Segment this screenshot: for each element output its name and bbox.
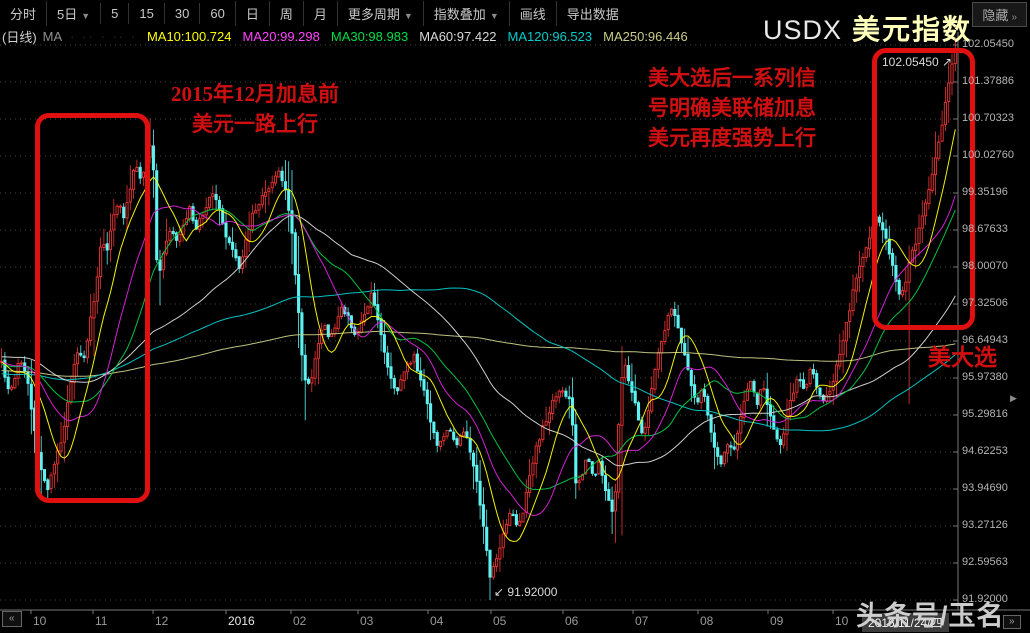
y-axis-label: 100.02760 [962, 149, 1014, 161]
toolbar-item-minute[interactable]: 分时 [10, 6, 37, 22]
x-axis-label-07: 07 [635, 614, 649, 628]
toolbar-item-60min[interactable]: 60 [199, 2, 234, 24]
y-axis-label: 98.67633 [962, 223, 1008, 235]
x-axis-label-12: 12 [155, 614, 169, 628]
x-axis-label-06: 06 [565, 614, 579, 628]
y-axis-label: 91.92000 [962, 593, 1008, 605]
x-axis-label-10: 10 [835, 614, 849, 628]
scroll-right-button[interactable]: » [1003, 615, 1021, 629]
y-axis-label: 94.62253 [962, 445, 1008, 457]
ma-word: MA [42, 29, 63, 44]
toolbar-item-15min[interactable]: 15 [128, 2, 163, 24]
chevron-down-icon: ▼ [81, 10, 91, 21]
y-axis-label: 98.00070 [962, 260, 1008, 272]
hide-panel-button[interactable]: 隐藏» [972, 2, 1027, 27]
x-axis-label-08: 08 [700, 614, 714, 628]
low-price-callout: ↙ 91.92000 [494, 585, 558, 599]
ma10-legend: MA10:100.724 [146, 29, 232, 44]
chart-title: USDX 美元指数 [763, 8, 972, 48]
y-axis-label: 100.70323 [962, 112, 1014, 124]
y-axis-label: 92.59563 [962, 556, 1008, 568]
x-axis-label-03: 03 [360, 614, 374, 628]
hide-panel-label: 隐藏 [982, 8, 1009, 23]
toolbar-item-more-periods[interactable]: 更多周期 ▼ [336, 0, 423, 26]
ma30-legend: MA30:98.983 [330, 29, 409, 44]
toolbar-item-week[interactable]: 周 [268, 0, 303, 26]
watermark: 头条号/玉名 [856, 601, 1005, 631]
toolbar-item-5day[interactable]: 5日 ▼ [46, 0, 100, 26]
annotation-rect-2015-rally [35, 113, 150, 503]
toolbar-item-export-data[interactable]: 导出数据 [555, 0, 629, 26]
toolbar-item-draw-line[interactable]: 画线 [508, 0, 556, 26]
y-axis-label: 96.64943 [962, 334, 1008, 346]
x-axis-label-04: 04 [430, 614, 444, 628]
double-arrow-right-icon: » [1011, 12, 1017, 23]
ma120-legend: MA120:96.523 [507, 29, 593, 44]
ma-legend-entries: MA10:100.724 MA20:99.298 MA30:98.983 MA60:9… [147, 29, 699, 44]
symbol-name: 美元指数 [852, 14, 973, 45]
ma-dim-values: · ·· · ·· · [70, 29, 137, 44]
toolbar-item-day[interactable]: 日 [234, 0, 269, 26]
y-axis-label: 93.27126 [962, 519, 1008, 531]
ma250-legend: MA250:96.446 [603, 29, 688, 44]
y-axis-label: 102.05450 [962, 38, 1014, 50]
y-axis-label: 95.29816 [962, 408, 1008, 420]
y-axis-label: 95.97380 [962, 371, 1008, 383]
x-axis-label-10: 10 [33, 614, 47, 628]
x-axis-label-2016: 2016 [228, 614, 255, 628]
chevron-down-icon: ▼ [489, 10, 499, 21]
ma20-legend: MA20:99.298 [242, 29, 320, 44]
toolbar-item-5min[interactable]: 5 [100, 2, 128, 24]
annotation-election: 美大选 [928, 345, 997, 370]
right-edge-marker-icon: ▶ [1010, 393, 1017, 403]
high-price-callout: 102.05450 ↗ [882, 55, 953, 69]
ma-legend: (日线) MA · ·· · ·· · MA10:100.724 MA20:99.… [2, 27, 699, 46]
toolbar-item-index-overlay[interactable]: 指数叠加 ▼ [422, 0, 509, 26]
y-axis-label: 99.35196 [962, 186, 1008, 198]
annotation-rect-2016-rally [872, 48, 975, 330]
y-axis-label: 93.94690 [962, 482, 1008, 494]
annotation-note-right: 美大选后一系列信 号明确美联储加息 美元再度强势上行 [648, 66, 816, 150]
symbol-code: USDX [763, 15, 843, 45]
toolbar-item-30min[interactable]: 30 [163, 2, 199, 24]
x-axis-label-02: 02 [293, 614, 307, 628]
y-axis-label: 101.37886 [962, 75, 1014, 87]
ma60-legend: MA60:97.422 [419, 29, 497, 44]
period-toolbar-items: 分时 5日 ▼ 5 15 30 60 日周月更多周期 ▼ 指数叠加 ▼ 画线 导出数据 [0, 0, 629, 26]
x-axis-label-05: 05 [493, 614, 507, 628]
period-toolbar: 分时 5日 ▼ 5 15 30 60 日周月更多周期 ▼ 指数叠加 ▼ 画线 导出数据 [0, 0, 1030, 26]
toolbar-item-month[interactable]: 月 [302, 0, 337, 26]
current-date-box: 2016/11/24/四 [862, 613, 949, 632]
scroll-left-button[interactable]: « [2, 611, 22, 627]
period-label: (日线) [2, 30, 37, 45]
chevron-down-icon: ▼ [403, 10, 413, 21]
x-axis-label-09: 09 [770, 614, 784, 628]
y-axis-label: 97.32506 [962, 297, 1008, 309]
annotation-note-left: 2015年12月加息前 美元一路上行 [171, 82, 339, 136]
x-axis-label-11: 11 [95, 614, 108, 628]
